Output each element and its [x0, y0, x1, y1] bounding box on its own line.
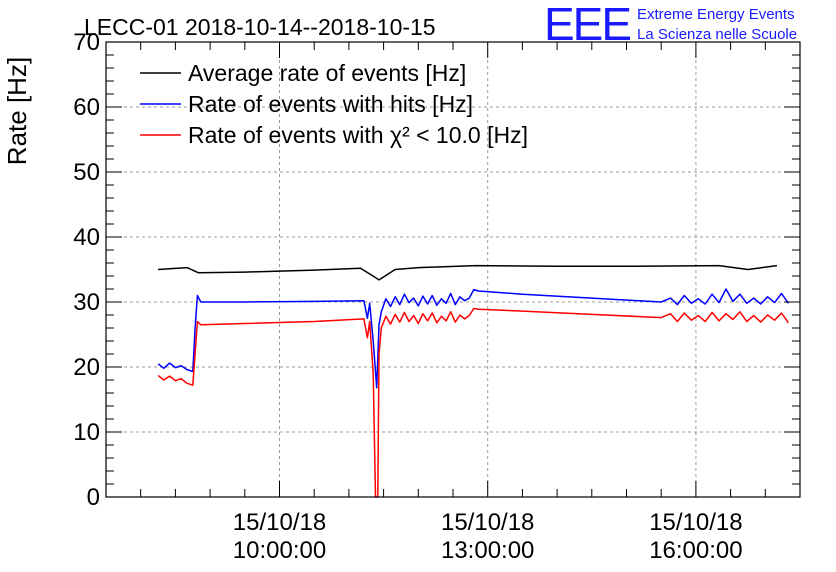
y-tick-label: 10: [73, 419, 100, 446]
x-tick-date: 15/10/18: [441, 509, 534, 536]
y-tick-label: 40: [73, 224, 100, 251]
eee-logo-line1: Extreme Energy Events: [637, 6, 795, 23]
series-line-2: [157, 307, 790, 498]
x-axis: 15/10/1810:00:0015/10/1813:00:0015/10/18…: [140, 42, 766, 564]
x-tick-time: 16:00:00: [649, 537, 742, 564]
x-tick-date: 15/10/18: [233, 509, 326, 536]
x-tick-date: 15/10/18: [649, 509, 742, 536]
legend: Average rate of events [Hz] Rate of event…: [140, 60, 528, 148]
y-tick-label: 70: [73, 29, 100, 56]
chart-title: LECC-01 2018-10-14--2018-10-15: [84, 14, 436, 40]
series-line-1: [157, 288, 790, 389]
grid: [106, 42, 800, 497]
y-tick-label: 0: [87, 484, 100, 511]
x-tick-time: 10:00:00: [233, 537, 326, 564]
y-tick-label: 20: [73, 354, 100, 381]
series-line-0: [158, 264, 778, 281]
y-axis-label: Rate [Hz]: [2, 57, 32, 165]
eee-logo: EEE Extreme Energy Events La Scienza nel…: [544, 0, 797, 50]
legend-label-1: Rate of events with hits [Hz]: [188, 91, 473, 117]
legend-label-2: Rate of events with χ² < 10.0 [Hz]: [188, 122, 528, 148]
y-axis: 0 10 20 30 40 50 60 70: [73, 29, 800, 511]
y-tick-label: 30: [73, 289, 100, 316]
eee-logo-line2: La Scienza nelle Scuole: [637, 26, 797, 43]
series-layer: [157, 264, 790, 498]
y-tick-label: 50: [73, 159, 100, 186]
legend-label-0: Average rate of events [Hz]: [188, 60, 466, 86]
y-tick-label: 60: [73, 94, 100, 121]
x-tick-time: 13:00:00: [441, 537, 534, 564]
